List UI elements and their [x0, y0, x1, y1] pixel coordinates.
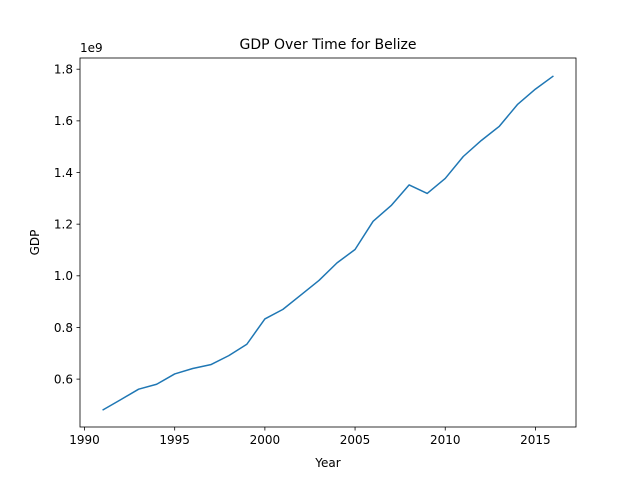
y-tick-label: 1.8	[54, 63, 73, 77]
plot-area	[80, 58, 576, 427]
y-tick-label: 1.6	[54, 114, 73, 128]
y-axis-ticks: 0.6 0.8 1.0 1.2 1.4 1.6 1.8	[54, 63, 80, 386]
y-tick-label: 0.6	[54, 372, 73, 386]
y-tick-label: 1.4	[54, 166, 73, 180]
y-axis-label: GDP	[28, 230, 42, 256]
y-tick-label: 0.8	[54, 321, 73, 335]
y-tick-label: 1.0	[54, 269, 73, 283]
y-tick-label: 1.2	[54, 217, 73, 231]
plot-frame	[79, 57, 577, 428]
x-tick-label: 2000	[250, 433, 281, 447]
x-tick-label: 1995	[159, 433, 190, 447]
x-tick-label: 2010	[430, 433, 461, 447]
gdp-series-line	[102, 75, 554, 411]
x-tick-label: 1990	[69, 433, 100, 447]
x-axis-label: Year	[314, 456, 340, 470]
chart-title: GDP Over Time for Belize	[239, 37, 416, 53]
x-tick-label: 2015	[520, 433, 551, 447]
x-tick-label: 2005	[340, 433, 371, 447]
y-scale-offset-label: 1e9	[80, 41, 103, 55]
x-axis-ticks: 1990 1995 2000 2005 2010 2015	[69, 427, 551, 447]
